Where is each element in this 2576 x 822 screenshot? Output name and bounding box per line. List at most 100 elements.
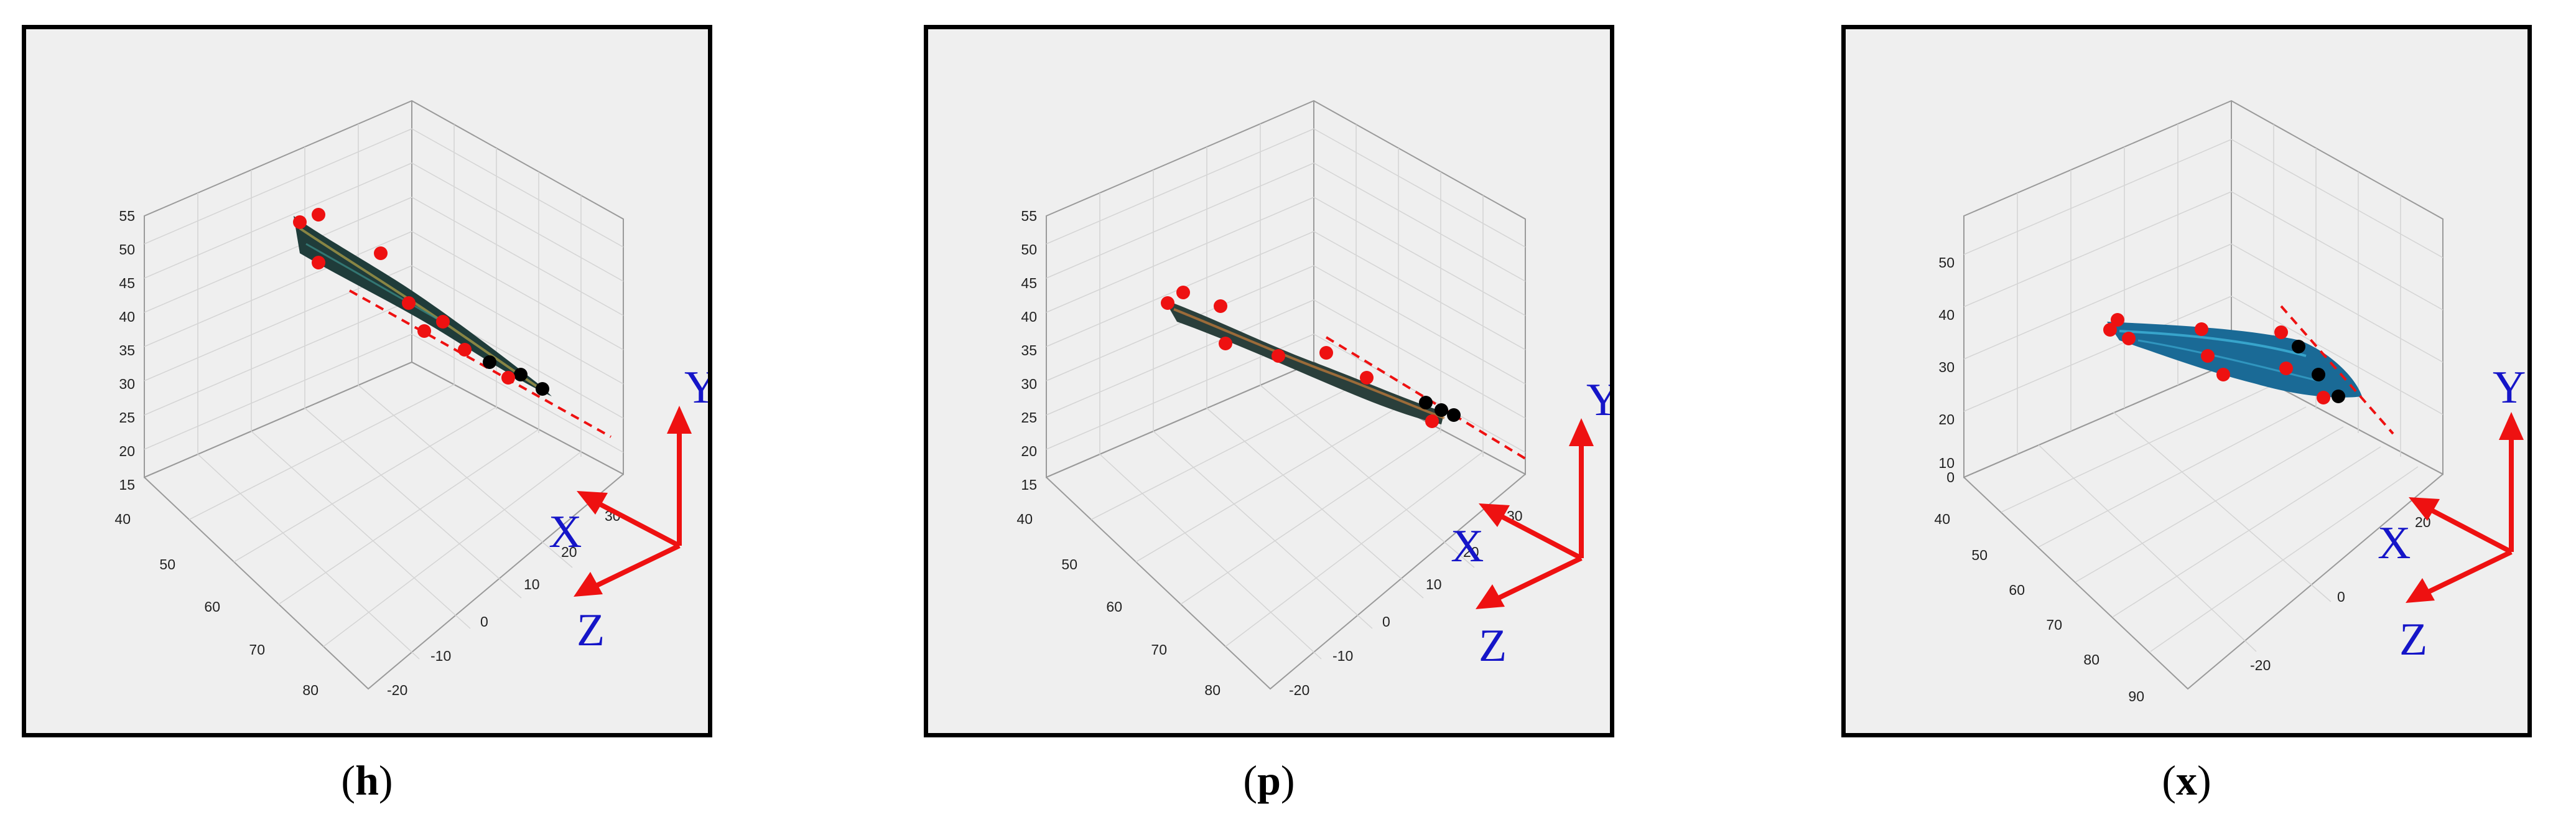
grid-p bbox=[1046, 124, 1526, 660]
grid-h bbox=[144, 124, 624, 660]
x-tick-label: -20 bbox=[387, 682, 407, 698]
panel-x: 50 40 30 20 10 0 40 50 60 70 80 90 20 0 … bbox=[1841, 25, 2532, 737]
x-tick-label: 0 bbox=[1382, 614, 1390, 630]
depth-tick-label: 50 bbox=[1061, 556, 1077, 572]
panel-p: 55 50 45 40 35 30 25 20 15 40 50 60 70 8… bbox=[924, 25, 1614, 737]
axes-triad-h bbox=[574, 406, 692, 597]
red-marker bbox=[1425, 414, 1439, 428]
red-marker bbox=[417, 324, 431, 338]
black-marker bbox=[2312, 368, 2325, 381]
y-tick-labels-h: 55 50 45 40 35 30 25 20 15 bbox=[119, 208, 135, 493]
depth-tick-label: 60 bbox=[2009, 582, 2025, 598]
axis-label-z: Z bbox=[1479, 620, 1507, 671]
y-tick-label: 20 bbox=[1938, 411, 1955, 427]
surface-h bbox=[294, 216, 552, 396]
x-tick-label: -20 bbox=[1289, 682, 1309, 698]
y-tick-label: 10 bbox=[1938, 455, 1955, 471]
x-tick-label: 0 bbox=[480, 614, 488, 630]
y-tick-label: 40 bbox=[119, 309, 135, 325]
y-tick-labels-x: 50 40 30 20 10 0 bbox=[1938, 255, 1955, 485]
markers-h bbox=[293, 208, 549, 396]
depth-tick-label: 80 bbox=[2083, 652, 2099, 668]
red-marker bbox=[1319, 346, 1333, 360]
caption-close: ) bbox=[2197, 757, 2211, 804]
markers-x bbox=[2103, 313, 2345, 404]
fit-line-p bbox=[1325, 336, 1527, 460]
caption-p: (p) bbox=[924, 756, 1614, 805]
red-marker bbox=[501, 371, 515, 385]
depth-tick-label: 90 bbox=[2128, 688, 2144, 704]
x-tick-labels-h: 30 20 10 0 -10 -20 bbox=[387, 508, 621, 698]
y-tick-label: 30 bbox=[1021, 376, 1037, 392]
depth-tick-label: 70 bbox=[2046, 617, 2062, 633]
red-marker bbox=[2195, 322, 2208, 336]
y-tick-label: 20 bbox=[119, 443, 135, 459]
fit-line-h bbox=[349, 289, 611, 438]
black-marker bbox=[2332, 390, 2345, 403]
depth-tick-label: 80 bbox=[302, 682, 319, 698]
red-marker bbox=[293, 215, 307, 229]
y-tick-label: 35 bbox=[1021, 342, 1037, 358]
red-marker bbox=[458, 343, 472, 357]
y-tick-label: 50 bbox=[1938, 255, 1955, 271]
markers-p bbox=[1161, 286, 1461, 428]
axis-label-z: Z bbox=[2399, 614, 2427, 665]
y-tick-label: 50 bbox=[119, 241, 135, 258]
y-tick-label: 55 bbox=[1021, 208, 1037, 224]
depth-tick-label: 40 bbox=[1016, 511, 1033, 527]
black-marker bbox=[1434, 403, 1448, 417]
y-tick-label: 20 bbox=[1021, 443, 1037, 459]
axis-label-x: X bbox=[549, 507, 582, 558]
depth-tick-label: 50 bbox=[1971, 547, 1988, 563]
axis-label-z: Z bbox=[577, 605, 605, 656]
black-marker bbox=[483, 355, 496, 369]
depth-tick-labels-p: 40 50 60 70 80 bbox=[1016, 511, 1221, 698]
caption-letter: p bbox=[1257, 757, 1281, 804]
red-marker bbox=[312, 256, 325, 269]
y-tick-label: 40 bbox=[1021, 309, 1037, 325]
y-tick-label: 55 bbox=[119, 208, 135, 224]
y-tick-label: 25 bbox=[119, 409, 135, 426]
axes-triad-p bbox=[1476, 418, 1594, 609]
y-tick-label: 30 bbox=[119, 376, 135, 392]
red-marker bbox=[1161, 296, 1174, 310]
red-marker bbox=[1360, 371, 1374, 385]
red-marker bbox=[2111, 313, 2124, 327]
caption-h: (h) bbox=[22, 756, 712, 805]
y-tick-label: 45 bbox=[119, 275, 135, 291]
black-marker bbox=[1419, 396, 1433, 409]
red-marker bbox=[2279, 362, 2293, 375]
red-marker bbox=[2317, 391, 2330, 404]
black-marker bbox=[2292, 340, 2305, 353]
y-tick-label: 25 bbox=[1021, 409, 1037, 426]
red-marker bbox=[1176, 286, 1190, 299]
red-marker bbox=[1219, 337, 1232, 350]
grid-x bbox=[1963, 124, 2443, 652]
depth-tick-label: 80 bbox=[1204, 682, 1221, 698]
axis-label-y: Y bbox=[2493, 362, 2526, 413]
x-tick-label: -20 bbox=[2250, 657, 2271, 673]
depth-tick-labels-x: 40 50 60 70 80 90 bbox=[1934, 511, 2144, 704]
red-marker bbox=[2103, 323, 2117, 337]
caption-open: ( bbox=[1243, 757, 1258, 804]
depth-tick-label: 60 bbox=[204, 599, 220, 615]
depth-tick-label: 50 bbox=[159, 556, 175, 572]
y-tick-labels-p: 55 50 45 40 35 30 25 20 15 bbox=[1021, 208, 1037, 493]
y-tick-label: 15 bbox=[119, 477, 135, 493]
axis-label-y: Y bbox=[1586, 375, 1610, 426]
red-marker bbox=[2274, 325, 2288, 339]
axes-triad-x bbox=[2406, 412, 2524, 603]
x-tick-label: 20 bbox=[1463, 544, 1479, 560]
y-tick-label: 0 bbox=[1946, 469, 1955, 485]
caption-close: ) bbox=[378, 757, 393, 804]
red-marker bbox=[2201, 349, 2215, 363]
x-tick-labels-p: 30 20 10 0 -10 -20 bbox=[1289, 508, 1523, 698]
x-tick-label: 20 bbox=[561, 544, 577, 560]
depth-tick-label: 40 bbox=[1934, 511, 1950, 527]
y-tick-label: 35 bbox=[119, 342, 135, 358]
red-marker bbox=[402, 296, 416, 310]
y-tick-label: 15 bbox=[1021, 477, 1037, 493]
black-marker bbox=[514, 368, 528, 381]
caption-letter: h bbox=[355, 757, 379, 804]
fit-line-x bbox=[2280, 305, 2394, 435]
